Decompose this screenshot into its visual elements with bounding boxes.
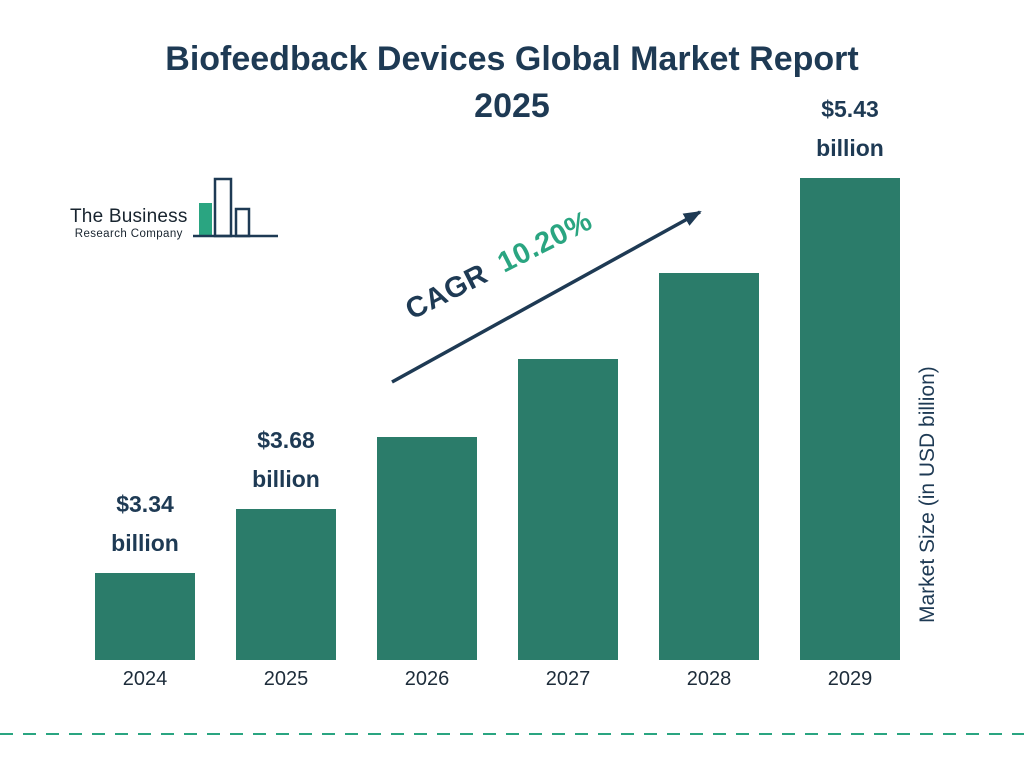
bar-2026 <box>377 437 477 660</box>
bar-value-label-2024: $3.34 billion <box>65 485 225 563</box>
value-unit-2029: billion <box>816 134 884 161</box>
bar-plot: $3.34 billion $3.68 billion $5.43 billion <box>95 96 900 660</box>
value-amount-2025: $3.68 <box>257 426 315 453</box>
value-amount-2024: $3.34 <box>116 490 174 517</box>
bar-column-2024: $3.34 billion <box>95 178 195 660</box>
bar-2029 <box>800 178 900 660</box>
bar-2024 <box>95 573 195 660</box>
x-tick-2024: 2024 <box>122 668 168 690</box>
page-title-line1: Biofeedback Devices Global Market Report <box>165 40 859 78</box>
bar-2025 <box>236 509 336 660</box>
bottom-dashed-line <box>0 733 1024 735</box>
bar-column-2025: $3.68 billion <box>236 178 336 660</box>
page-title: Biofeedback Devices Global Market Report… <box>0 36 1024 130</box>
x-tick-2026: 2026 <box>404 668 450 690</box>
page-title-line2: 2025 <box>474 86 550 125</box>
logo-company-name-line1: The Business <box>70 206 188 227</box>
value-unit-2024: billion <box>111 529 179 556</box>
bar-column-2028 <box>659 178 759 660</box>
value-amount-2029: $5.43 <box>821 95 879 122</box>
x-tick-2028: 2028 <box>686 668 732 690</box>
bar-column-2026 <box>377 178 477 660</box>
bar-value-label-2025: $3.68 billion <box>206 421 366 499</box>
bar-2028 <box>659 273 759 660</box>
bar-value-label-2029: $5.43 billion <box>770 90 930 168</box>
x-axis-labels: 2024 2025 2026 2027 2028 2029 <box>95 668 900 691</box>
bar-column-2029: $5.43 billion <box>800 96 900 660</box>
company-logo: The Business Research Company <box>70 176 280 244</box>
logo-bar-chart-icon <box>192 177 278 238</box>
x-tick-2025: 2025 <box>263 668 309 690</box>
value-unit-2025: billion <box>252 465 320 492</box>
y-axis-label: Market Size (in USD billion) <box>916 366 939 624</box>
logo-text: The Business Research Company <box>70 206 188 240</box>
cagr-trend-arrow <box>391 210 702 384</box>
logo-company-name-line2: Research Company <box>74 228 183 240</box>
bar-2027 <box>518 359 618 660</box>
bar-column-2027 <box>518 178 618 660</box>
x-tick-2027: 2027 <box>545 668 591 690</box>
x-tick-2029: 2029 <box>827 668 873 690</box>
